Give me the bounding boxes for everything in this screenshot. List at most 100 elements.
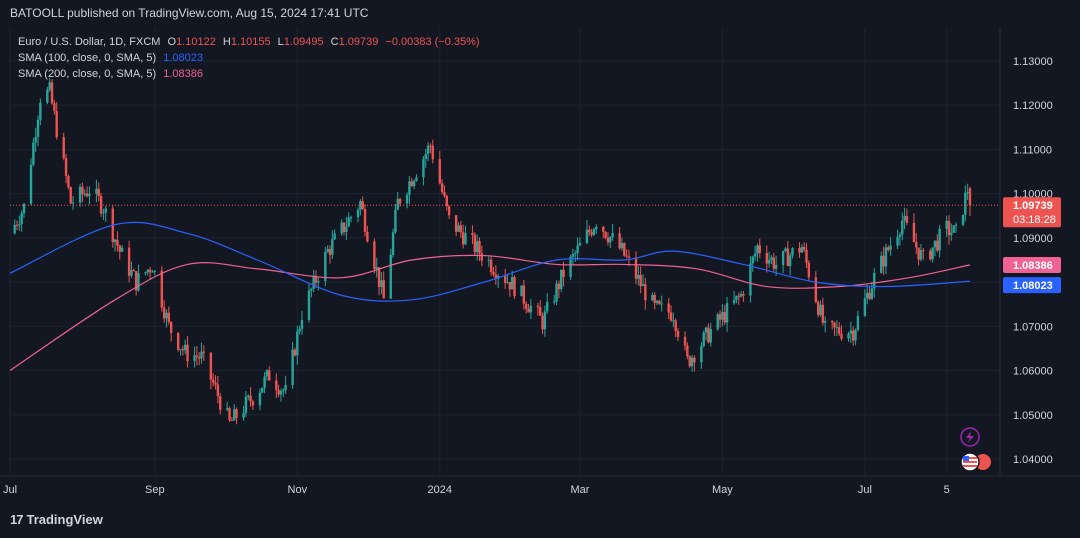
candle-body[interactable]: [896, 236, 899, 246]
candle-body[interactable]: [546, 301, 549, 312]
candle-body[interactable]: [146, 269, 150, 273]
candle-body[interactable]: [461, 232, 465, 245]
candle-body[interactable]: [167, 312, 171, 323]
candle-body[interactable]: [889, 245, 892, 250]
candle-body[interactable]: [774, 265, 778, 269]
candle-body[interactable]: [753, 253, 757, 257]
candle-body[interactable]: [625, 255, 628, 257]
candle-body[interactable]: [508, 281, 512, 290]
candle-body[interactable]: [153, 270, 157, 272]
lightning-event-icon[interactable]: [960, 427, 980, 447]
candle-body[interactable]: [83, 193, 86, 195]
candle-body[interactable]: [39, 102, 42, 120]
candle-body[interactable]: [282, 390, 285, 392]
candle-body[interactable]: [193, 355, 196, 362]
candle-body[interactable]: [195, 355, 199, 357]
candle-body[interactable]: [571, 254, 575, 257]
candle-body[interactable]: [251, 401, 255, 406]
candle-body[interactable]: [901, 220, 904, 235]
candle-body[interactable]: [522, 285, 526, 304]
candle-body[interactable]: [821, 304, 825, 323]
candle-body[interactable]: [29, 164, 33, 204]
candle-body[interactable]: [732, 300, 736, 304]
candle-body[interactable]: [228, 408, 231, 421]
candle-body[interactable]: [293, 349, 297, 356]
candle-body[interactable]: [454, 215, 458, 232]
candle-body[interactable]: [637, 274, 640, 279]
candle-body[interactable]: [709, 329, 712, 343]
candle-body[interactable]: [244, 396, 248, 414]
candle-body[interactable]: [772, 257, 775, 269]
candle-body[interactable]: [144, 272, 147, 274]
candle-body[interactable]: [854, 329, 857, 341]
candle-body[interactable]: [160, 270, 164, 308]
candle-body[interactable]: [683, 336, 687, 346]
candle-body[interactable]: [13, 224, 16, 234]
candle-body[interactable]: [398, 198, 402, 204]
candle-body[interactable]: [655, 300, 659, 303]
candle-body[interactable]: [165, 312, 168, 319]
candle-body[interactable]: [933, 240, 937, 248]
candle-body[interactable]: [917, 247, 920, 260]
candle-body[interactable]: [226, 408, 229, 410]
candle-body[interactable]: [366, 231, 369, 242]
candle-body[interactable]: [873, 272, 876, 289]
candle-body[interactable]: [644, 284, 647, 301]
candle-body[interactable]: [67, 175, 70, 188]
candle-body[interactable]: [176, 332, 180, 350]
candle-body[interactable]: [784, 248, 787, 252]
candle-body[interactable]: [186, 344, 189, 362]
candle-body[interactable]: [242, 413, 245, 418]
sma200-line[interactable]: [9, 254, 971, 372]
candle-body[interactable]: [950, 232, 953, 236]
candle-body[interactable]: [247, 395, 250, 397]
candle-body[interactable]: [592, 229, 596, 235]
candle-body[interactable]: [459, 225, 463, 233]
candle-body[interactable]: [590, 232, 593, 235]
candle-body[interactable]: [543, 311, 547, 330]
candle-body[interactable]: [968, 188, 972, 206]
candle-body[interactable]: [966, 192, 969, 194]
candle-body[interactable]: [588, 229, 591, 233]
candle-body[interactable]: [954, 224, 958, 226]
candle-body[interactable]: [627, 256, 631, 258]
candle-body[interactable]: [415, 177, 418, 181]
candle-body[interactable]: [104, 208, 107, 213]
candle-body[interactable]: [233, 409, 236, 421]
candle-body[interactable]: [46, 89, 49, 103]
candle-body[interactable]: [781, 251, 785, 266]
tradingview-logo[interactable]: 17 TradingView: [10, 512, 103, 527]
candle-body[interactable]: [268, 370, 271, 381]
candle-body[interactable]: [870, 288, 874, 299]
candle-body[interactable]: [639, 274, 642, 287]
candle-body[interactable]: [412, 180, 416, 187]
candle-body[interactable]: [209, 352, 213, 380]
candle-body[interactable]: [536, 305, 540, 308]
candle-body[interactable]: [487, 259, 491, 261]
candle-body[interactable]: [840, 333, 843, 339]
candle-body[interactable]: [438, 159, 441, 184]
candle-body[interactable]: [569, 256, 572, 277]
candle-body[interactable]: [312, 275, 315, 289]
candle-body[interactable]: [737, 295, 740, 297]
candle-body[interactable]: [310, 288, 313, 291]
candle-body[interactable]: [887, 247, 890, 250]
candle-body[interactable]: [898, 234, 902, 237]
candle-body[interactable]: [494, 274, 498, 279]
candle-body[interactable]: [791, 248, 794, 256]
candle-body[interactable]: [503, 276, 507, 283]
candle-body[interactable]: [574, 253, 577, 255]
candle-body[interactable]: [345, 226, 348, 232]
candle-body[interactable]: [798, 248, 801, 253]
candle-body[interactable]: [331, 239, 334, 255]
candle-body[interactable]: [837, 327, 841, 334]
candle-body[interactable]: [405, 194, 409, 204]
candle-body[interactable]: [819, 304, 822, 315]
candle-body[interactable]: [249, 395, 252, 402]
candle-body[interactable]: [375, 267, 378, 270]
candle-body[interactable]: [137, 273, 140, 291]
candle-body[interactable]: [805, 249, 808, 263]
candle-body[interactable]: [716, 314, 719, 330]
candle-body[interactable]: [20, 213, 23, 225]
